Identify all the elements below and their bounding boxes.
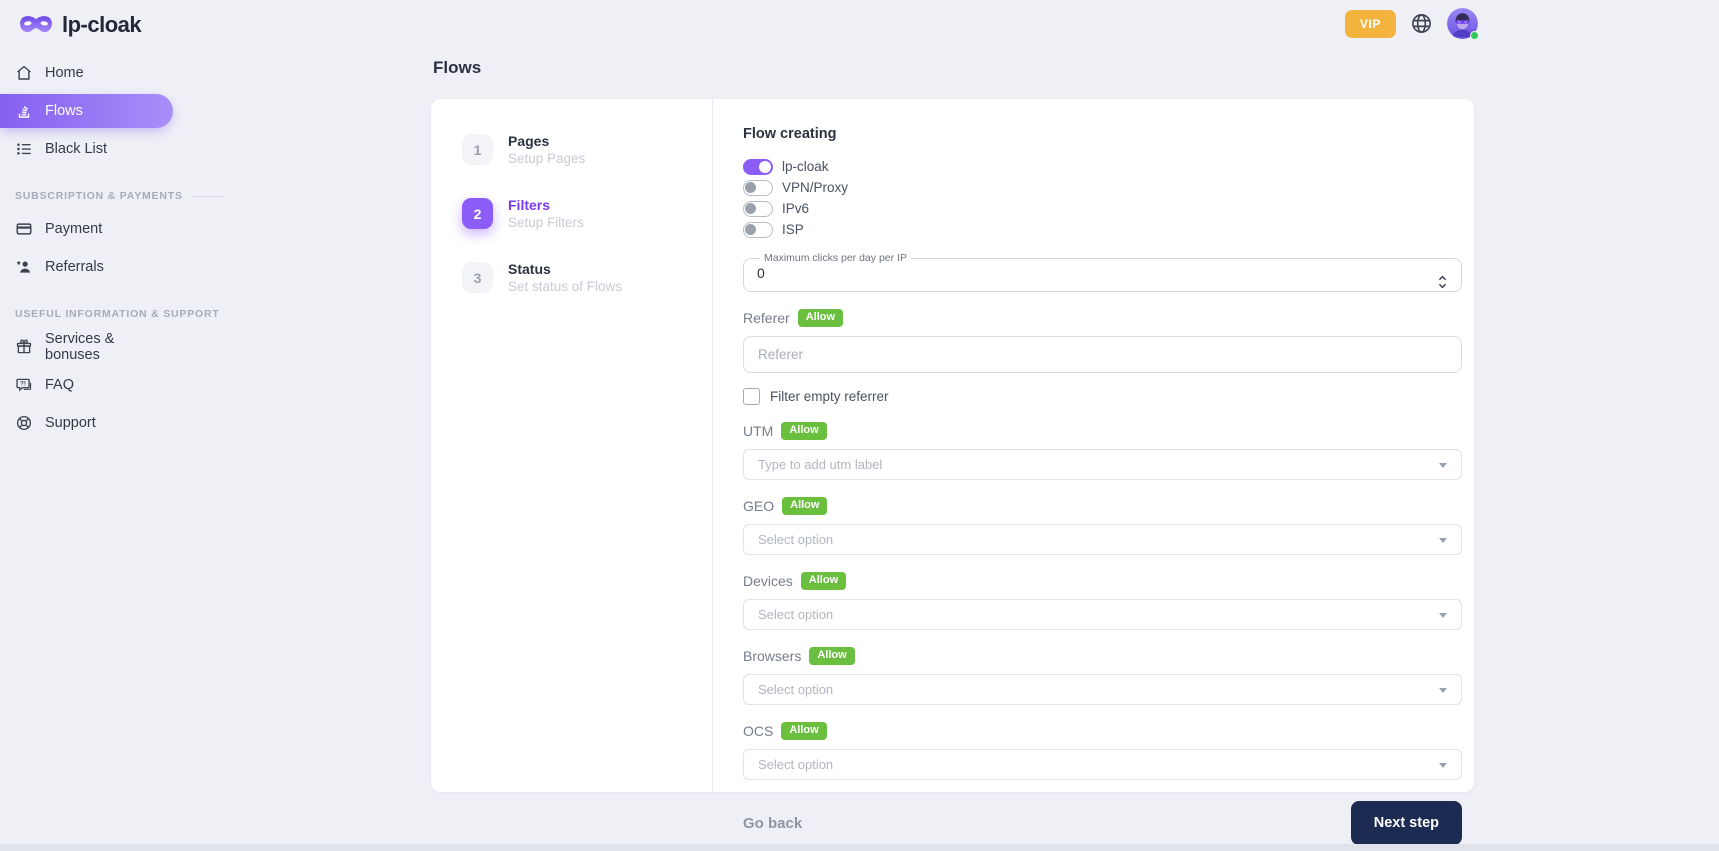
- toggle-lp-cloak[interactable]: lp-cloak: [743, 156, 1462, 177]
- devices-label: Devices: [743, 573, 793, 589]
- brand-logo[interactable]: lp-cloak: [18, 12, 142, 38]
- filter-empty-referrer-checkbox[interactable]: [743, 388, 760, 405]
- sidebar-section-support: USEFUL INFORMATION & SUPPORT: [15, 308, 220, 320]
- utm-input[interactable]: Type to add utm label: [743, 449, 1462, 480]
- geo-allow-badge[interactable]: Allow: [782, 497, 828, 515]
- toggle-ipv6[interactable]: IPv6: [743, 198, 1462, 219]
- step-status[interactable]: 3 Status Set status of Flows: [462, 260, 688, 295]
- page-title: Flows: [433, 58, 482, 77]
- sidebar-item-label: Home: [45, 65, 84, 81]
- referer-label: Referer: [743, 310, 790, 326]
- filter-empty-referrer-label: Filter empty referrer: [770, 389, 889, 404]
- step-subtitle: Setup Filters: [508, 215, 584, 230]
- sidebar-item-label: Flows: [45, 103, 83, 119]
- referer-allow-badge[interactable]: Allow: [797, 309, 844, 327]
- sidebar-item-referrals[interactable]: Referrals: [0, 250, 173, 284]
- step-subtitle: Set status of Flows: [508, 279, 623, 294]
- chevron-down-icon: [1439, 463, 1447, 468]
- ocs-allow-badge[interactable]: Allow: [781, 722, 827, 740]
- utm-allow-badge[interactable]: Allow: [781, 422, 827, 440]
- sidebar-item-services-bonuses[interactable]: Services & bonuses: [0, 330, 173, 364]
- form-title: Flow creating: [743, 126, 837, 142]
- lifebuoy-icon: [15, 414, 33, 432]
- number-stepper-icon[interactable]: [1437, 274, 1448, 290]
- sidebar: Home Flows Black List: [0, 56, 240, 444]
- sidebar-item-label: Black List: [45, 141, 108, 157]
- chevron-down-icon: [1439, 538, 1447, 543]
- online-status-dot: [1470, 31, 1479, 40]
- flow-wizard-card: 1 Pages Setup Pages 2 Filters Setup Filt…: [431, 99, 1474, 845]
- step-subtitle: Setup Pages: [508, 151, 586, 166]
- list-icon: [15, 140, 33, 158]
- toggle-switch-off[interactable]: [743, 200, 773, 217]
- toggle-switch-off[interactable]: [743, 179, 773, 196]
- sidebar-item-label: Payment: [45, 221, 103, 237]
- sidebar-section-subscription: SUBSCRIPTION & PAYMENTS: [15, 190, 226, 202]
- geo-select[interactable]: Select option: [743, 524, 1462, 555]
- sidebar-item-flows[interactable]: Flows: [0, 94, 173, 128]
- sidebar-item-label: FAQ: [45, 377, 75, 393]
- faq-bubble-icon: ?!: [15, 376, 33, 394]
- home-icon: [15, 64, 33, 82]
- sidebar-item-label: Services & bonuses: [45, 331, 115, 363]
- next-step-button[interactable]: Next step: [1350, 801, 1462, 845]
- vip-badge[interactable]: VIP: [1344, 9, 1396, 38]
- utm-label: UTM: [743, 423, 774, 439]
- step-number-badge: 2: [462, 198, 493, 229]
- language-globe-button[interactable]: [1410, 12, 1433, 35]
- person-add-icon: [15, 258, 33, 276]
- toggle-vpn-proxy[interactable]: VPN/Proxy: [743, 177, 1462, 198]
- sidebar-item-support[interactable]: Support: [0, 406, 173, 440]
- filters-form: Flow creating lp-cloak VPN/Proxy IPv6 IS…: [713, 99, 1474, 845]
- credit-card-icon: [15, 220, 33, 238]
- max-clicks-field: Maximum clicks per day per IP: [743, 252, 1462, 292]
- sidebar-item-faq[interactable]: ?! FAQ: [0, 368, 173, 402]
- chevron-down-icon: [1439, 613, 1447, 618]
- step-number-badge: 1: [462, 134, 493, 165]
- max-clicks-input[interactable]: [756, 264, 1380, 283]
- gift-icon: [15, 338, 33, 356]
- globe-icon: [1410, 12, 1433, 35]
- sidebar-item-home[interactable]: Home: [0, 56, 173, 90]
- sidebar-item-payment[interactable]: Payment: [0, 212, 173, 246]
- chevron-down-icon: [1439, 688, 1447, 693]
- step-title: Filters: [508, 197, 551, 213]
- ocs-select[interactable]: Select option: [743, 749, 1462, 780]
- toggle-switch-on[interactable]: [743, 158, 773, 175]
- referer-input[interactable]: [743, 336, 1462, 373]
- devices-select[interactable]: Select option: [743, 599, 1462, 630]
- browsers-allow-badge[interactable]: Allow: [809, 647, 855, 665]
- step-title: Pages: [508, 133, 550, 149]
- toggle-isp[interactable]: ISP: [743, 219, 1462, 240]
- step-pages[interactable]: 1 Pages Setup Pages: [462, 132, 688, 167]
- window-bottom-edge: [0, 844, 1719, 851]
- step-filters[interactable]: 2 Filters Setup Filters: [462, 196, 688, 231]
- mask-logo-icon: [18, 13, 54, 37]
- go-back-button[interactable]: Go back: [743, 814, 803, 832]
- wizard-steps: 1 Pages Setup Pages 2 Filters Setup Filt…: [431, 99, 713, 792]
- devices-allow-badge[interactable]: Allow: [800, 572, 847, 590]
- geo-label: GEO: [743, 498, 775, 514]
- filter-empty-referrer-row[interactable]: Filter empty referrer: [743, 388, 1462, 405]
- chevron-down-icon: [1439, 763, 1447, 768]
- max-clicks-label: Maximum clicks per day per IP: [764, 252, 907, 264]
- browsers-label: Browsers: [743, 648, 802, 664]
- ocs-label: OCS: [743, 723, 774, 739]
- browsers-select[interactable]: Select option: [743, 674, 1462, 705]
- brand-name: lp-cloak: [62, 12, 142, 37]
- sidebar-item-label: Support: [45, 415, 96, 431]
- user-avatar[interactable]: [1447, 8, 1479, 40]
- svg-text:?!: ?!: [20, 381, 26, 388]
- flows-stack-icon: [15, 102, 33, 120]
- toggle-switch-off[interactable]: [743, 221, 773, 238]
- step-number-badge: 3: [462, 262, 493, 293]
- step-title: Status: [508, 261, 551, 277]
- sidebar-item-black-list[interactable]: Black List: [0, 132, 173, 166]
- sidebar-item-label: Referrals: [45, 259, 104, 275]
